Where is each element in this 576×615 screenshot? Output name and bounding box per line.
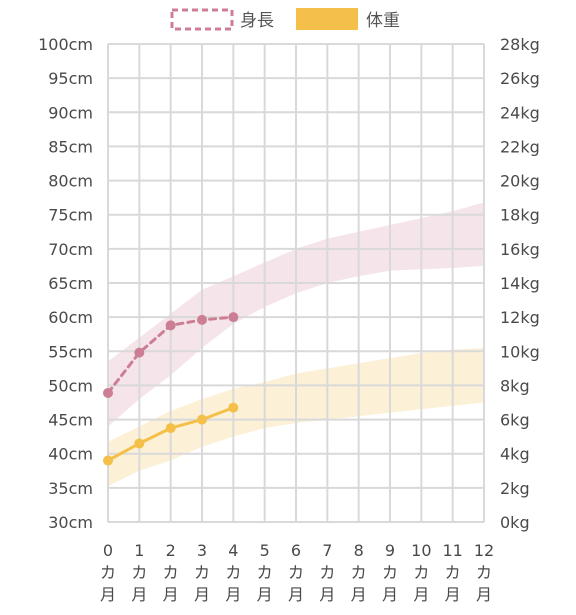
y-left-tick-label: 40cm bbox=[48, 445, 93, 464]
x-tick-unit: カ bbox=[382, 563, 398, 582]
x-tick-unit: カ bbox=[257, 563, 273, 582]
x-tick-unit: カ bbox=[225, 563, 241, 582]
legend-item-height[interactable]: 身長 bbox=[170, 8, 274, 31]
legend-label-weight: 体重 bbox=[366, 11, 400, 31]
y-left-tick-label: 95cm bbox=[48, 69, 93, 88]
y-left-tick-label: 90cm bbox=[48, 103, 93, 122]
data-point bbox=[197, 314, 207, 325]
x-tick-unit: カ bbox=[194, 563, 210, 582]
x-tick-label: 10 bbox=[411, 541, 431, 560]
x-tick-label: 0 bbox=[103, 541, 113, 560]
x-tick-unit: カ bbox=[413, 563, 429, 582]
x-tick-unit: 月 bbox=[225, 585, 241, 604]
y-left-tick-label: 100cm bbox=[38, 35, 93, 54]
y-left-tick-label: 75cm bbox=[48, 206, 93, 225]
x-tick-unit: カ bbox=[319, 563, 335, 582]
y-axis-right: 28kg 26kg 24kg 22kg 20kg 18kg 16kg 14kg 12kg 10kg… bbox=[500, 35, 540, 532]
x-tick-unit: 月 bbox=[163, 585, 179, 604]
x-tick-label: 11 bbox=[442, 541, 462, 560]
data-point bbox=[103, 387, 113, 398]
y-left-tick-label: 60cm bbox=[48, 308, 93, 327]
y-left-tick-label: 85cm bbox=[48, 137, 93, 156]
grid bbox=[107, 43, 485, 523]
y-left-tick-label: 70cm bbox=[48, 240, 93, 259]
y-right-tick-label: 0kg bbox=[500, 513, 530, 532]
y-left-tick-label: 80cm bbox=[48, 172, 93, 191]
x-tick-unit: カ bbox=[445, 563, 461, 582]
x-tick-unit: 月 bbox=[476, 585, 492, 604]
series bbox=[103, 312, 239, 466]
data-point bbox=[103, 455, 113, 466]
x-tick-label: 7 bbox=[322, 541, 332, 560]
y-right-tick-label: 24kg bbox=[500, 103, 540, 122]
x-tick-unit: 月 bbox=[288, 585, 304, 604]
y-left-tick-label: 30cm bbox=[48, 513, 93, 532]
y-left-tick-label: 35cm bbox=[48, 479, 93, 498]
x-tick-unit: 月 bbox=[194, 585, 210, 604]
x-tick-unit: 月 bbox=[445, 585, 461, 604]
y-right-tick-label: 14kg bbox=[500, 274, 540, 293]
legend-item-weight[interactable]: 体重 bbox=[296, 8, 400, 31]
data-point bbox=[197, 414, 207, 425]
x-tick-label: 1 bbox=[134, 541, 144, 560]
legend-swatch-height bbox=[170, 8, 234, 31]
y-right-tick-label: 26kg bbox=[500, 69, 540, 88]
y-right-tick-label: 6kg bbox=[500, 411, 530, 430]
data-point bbox=[228, 402, 239, 413]
y-right-tick-label: 2kg bbox=[500, 479, 530, 498]
data-point bbox=[228, 312, 239, 323]
x-tick-unit: カ bbox=[476, 563, 492, 582]
y-right-tick-label: 28kg bbox=[500, 35, 540, 54]
y-right-tick-label: 16kg bbox=[500, 240, 540, 259]
x-tick-label: 5 bbox=[260, 541, 270, 560]
x-tick-unit: カ bbox=[131, 563, 147, 582]
legend-swatch-weight bbox=[296, 8, 358, 30]
y-left-tick-label: 45cm bbox=[48, 411, 93, 430]
y-right-tick-label: 22kg bbox=[500, 137, 540, 156]
x-tick-unit: 月 bbox=[319, 585, 335, 604]
x-tick-unit: カ bbox=[163, 563, 179, 582]
x-tick-label: 4 bbox=[228, 541, 238, 560]
data-point bbox=[165, 423, 176, 434]
x-tick-unit: 月 bbox=[382, 585, 398, 604]
x-tick-unit: カ bbox=[288, 563, 304, 582]
x-tick-label: 3 bbox=[197, 541, 207, 560]
legend-label-height: 身長 bbox=[240, 11, 274, 31]
y-right-tick-label: 18kg bbox=[500, 206, 540, 225]
y-right-tick-label: 10kg bbox=[500, 342, 540, 361]
x-tick-unit: 月 bbox=[351, 585, 367, 604]
x-tick-unit: 月 bbox=[131, 585, 147, 604]
y-axis-left: 100cm 95cm 90cm 85cm 80cm 75cm 70cm 65cm 60cm 55c… bbox=[38, 35, 93, 532]
x-tick-label: 8 bbox=[354, 541, 364, 560]
x-tick-label: 6 bbox=[291, 541, 301, 560]
data-point bbox=[165, 320, 176, 331]
y-right-tick-label: 12kg bbox=[500, 308, 540, 327]
x-tick-unit: カ bbox=[351, 563, 367, 582]
x-tick-unit: 月 bbox=[257, 585, 273, 604]
y-left-tick-label: 50cm bbox=[48, 376, 93, 395]
legend[interactable]: 身長 体重 bbox=[170, 8, 400, 31]
y-right-tick-label: 4kg bbox=[500, 445, 530, 464]
y-right-tick-label: 8kg bbox=[500, 376, 530, 395]
y-right-tick-label: 20kg bbox=[500, 172, 540, 191]
data-point bbox=[134, 438, 145, 449]
y-left-tick-label: 65cm bbox=[48, 274, 93, 293]
x-tick-unit: 月 bbox=[100, 585, 116, 604]
x-tick-label: 9 bbox=[385, 541, 395, 560]
x-tick-unit: 月 bbox=[413, 585, 429, 604]
x-tick-label: 12 bbox=[474, 541, 494, 560]
y-left-tick-label: 55cm bbox=[48, 342, 93, 361]
x-tick-unit: カ bbox=[100, 563, 116, 582]
x-axis: 0カ月1カ月2カ月3カ月4カ月5カ月6カ月7カ月8カ月9カ月10カ月11カ月12… bbox=[100, 541, 494, 604]
x-tick-label: 2 bbox=[166, 541, 176, 560]
data-point bbox=[134, 347, 145, 358]
